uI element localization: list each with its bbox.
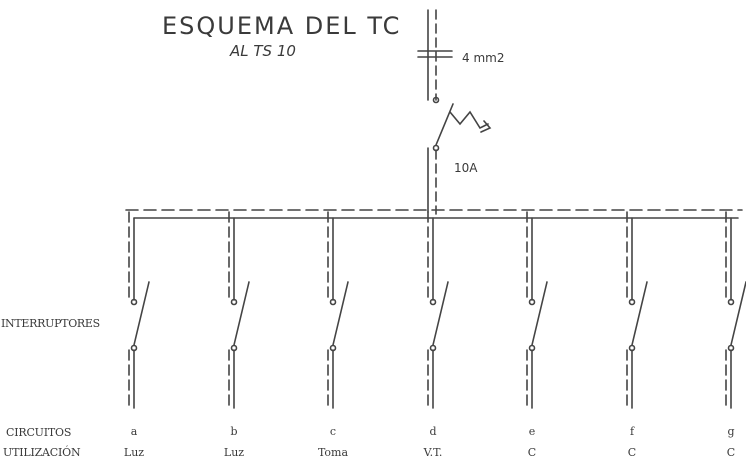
branch-circuit-g bbox=[725, 211, 746, 411]
diagram-title: ESQUEMA DEL TC bbox=[162, 12, 402, 40]
switch-symbol bbox=[332, 281, 349, 346]
circuit-id: g bbox=[727, 425, 735, 438]
circuit-usage: Luz bbox=[223, 446, 245, 459]
usage-row-label: UTILIZACIÓN bbox=[3, 446, 81, 459]
circuit-usage: C bbox=[627, 446, 637, 459]
diagram-subtitle: AL TS 10 bbox=[230, 42, 296, 60]
cable-section-label: 4 mm2 bbox=[462, 51, 505, 65]
switch-symbol bbox=[730, 281, 746, 346]
circuit-id: b bbox=[230, 425, 238, 438]
switch-symbol bbox=[531, 281, 548, 346]
circuit-usage: C bbox=[527, 446, 537, 459]
circuit-id: c bbox=[329, 425, 337, 438]
branch-circuit-b bbox=[228, 211, 250, 411]
circuit-id: a bbox=[130, 425, 138, 438]
circuit-usage: C bbox=[726, 446, 736, 459]
branch-circuit-f bbox=[626, 211, 648, 411]
switch-symbol bbox=[631, 281, 648, 346]
branch-circuit-c bbox=[327, 211, 349, 411]
branch-circuit-d bbox=[427, 211, 449, 411]
switch-symbol bbox=[432, 281, 449, 346]
circuit-id: f bbox=[629, 425, 635, 438]
breaker-rating-label: 10A bbox=[454, 161, 478, 175]
busbar bbox=[125, 209, 743, 219]
circuit-id: d bbox=[429, 425, 437, 438]
branch-circuit-a bbox=[128, 211, 150, 411]
cable-section-mark bbox=[417, 50, 453, 58]
circuits-row-label: CIRCUITOS bbox=[6, 426, 72, 439]
main-breaker-symbol bbox=[427, 96, 492, 215]
circuit-usage: Luz bbox=[123, 446, 145, 459]
switch-symbol bbox=[233, 281, 250, 346]
circuit-usage: V.T. bbox=[423, 446, 443, 459]
switches-label: INTERRUPTORES bbox=[1, 317, 100, 330]
branch-circuit-e bbox=[526, 211, 548, 411]
circuit-id: e bbox=[528, 425, 536, 438]
main-feed-line bbox=[427, 9, 437, 101]
circuit-usage: Toma bbox=[317, 446, 349, 459]
switch-symbol bbox=[133, 281, 150, 346]
